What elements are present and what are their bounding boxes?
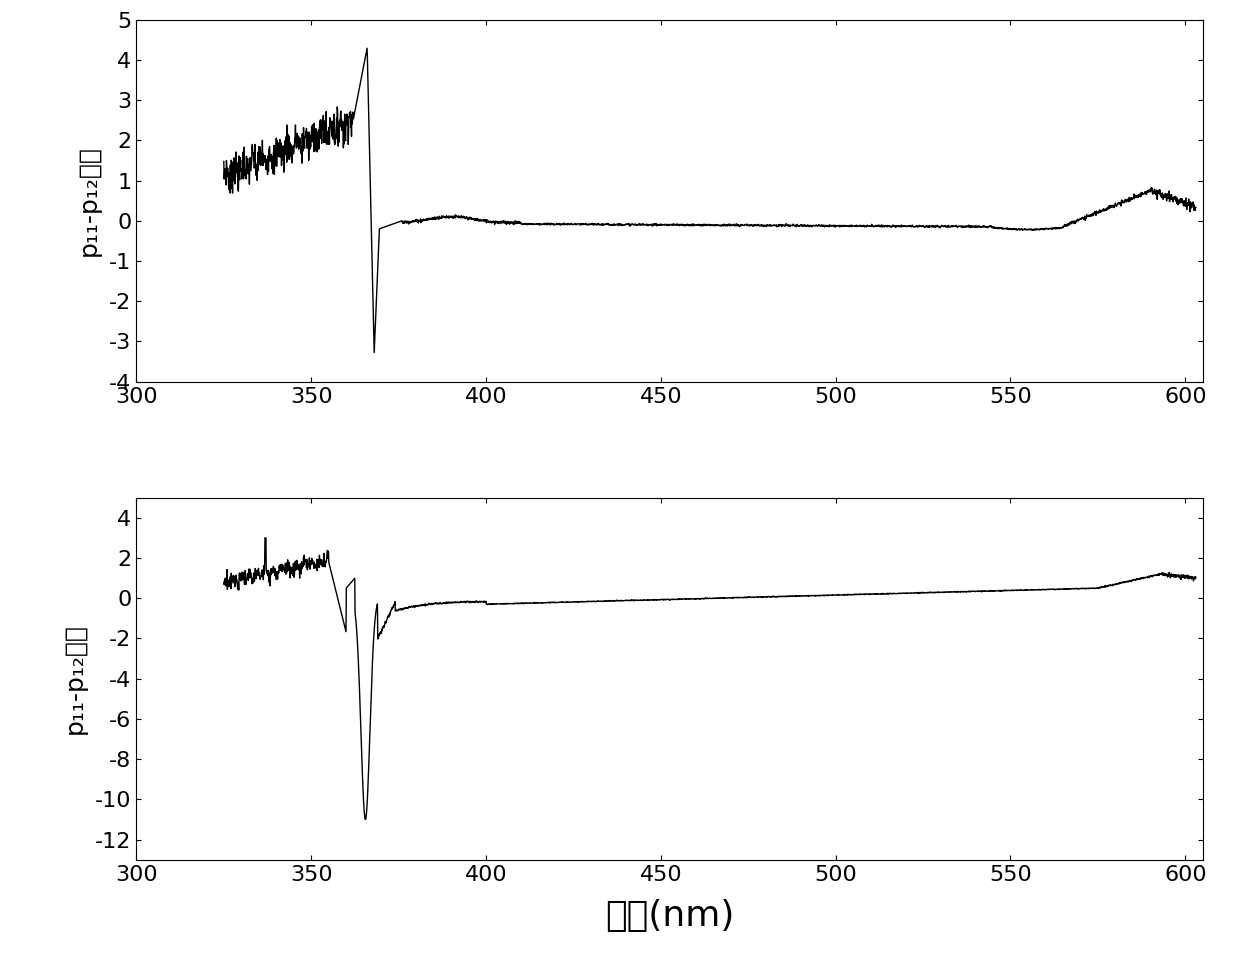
Y-axis label: p₁₁-p₁₂虚部: p₁₁-p₁₂虚部 (63, 623, 87, 734)
X-axis label: 波长(nm): 波长(nm) (605, 899, 734, 932)
Y-axis label: p₁₁-p₁₂实部: p₁₁-p₁₂实部 (77, 146, 100, 256)
